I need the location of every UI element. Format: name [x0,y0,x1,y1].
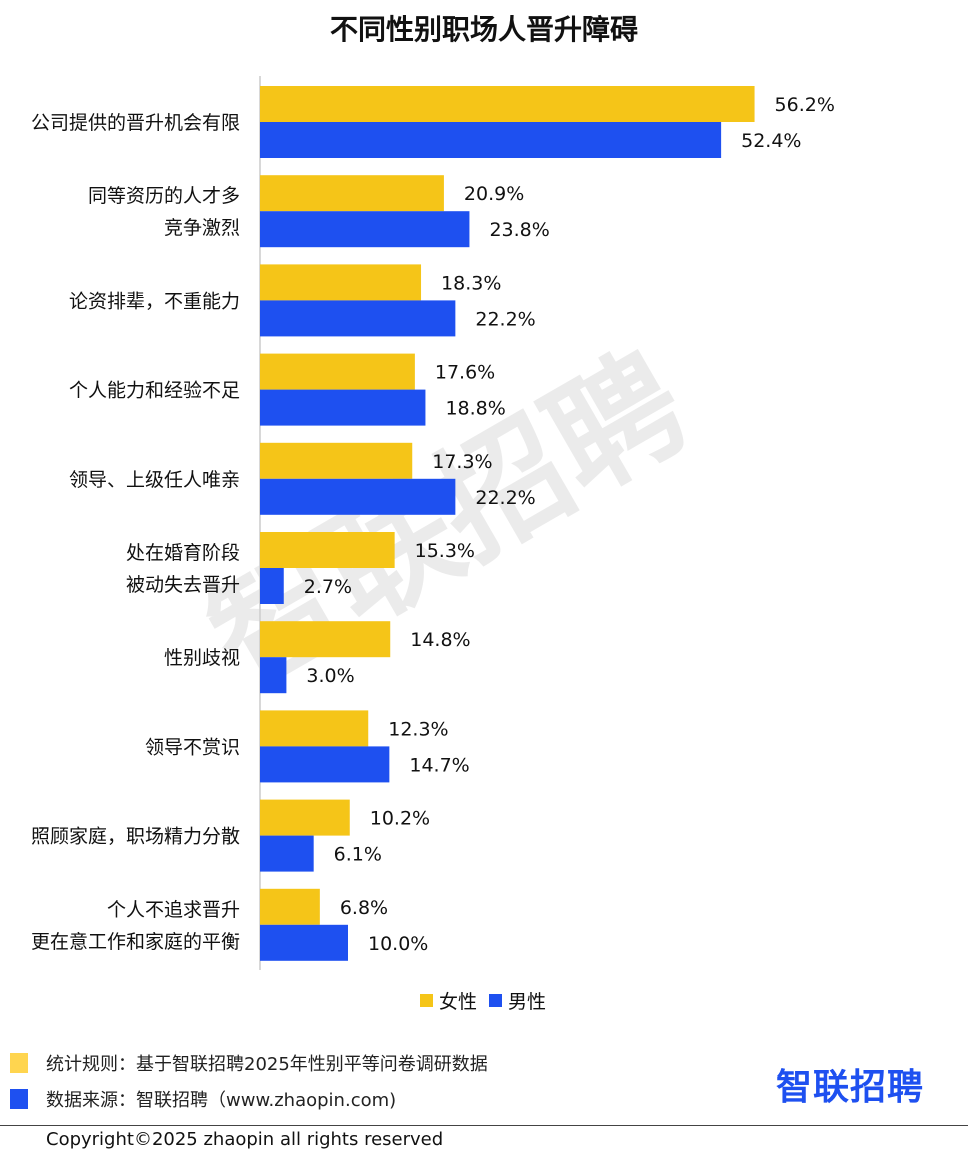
legend-label-female: 女性 [439,991,478,1013]
chart-title: 不同性别职场人晋升障碍 [329,13,638,46]
legend: 女性 男性 [420,987,558,1014]
category-label-line: 性别歧视 [164,647,240,669]
data-label-female: 17.6% [435,362,495,384]
category-label-line: 竞争激烈 [164,217,240,239]
category-label-line: 个人不追求晋升 [107,899,240,921]
bar-male [260,389,426,426]
category-label: 公司提供的晋升机会有限 [31,112,240,134]
copyright-text: Copyright©2025 zhaopin all rights reserv… [46,1129,444,1150]
bar-female [260,442,413,479]
bar-female [260,175,444,212]
legend-item-male: 男性 [489,987,546,1014]
category-label: 处在婚育阶段被动失去晋升 [126,542,240,596]
bar-male [260,568,284,604]
bar-female [260,888,320,925]
data-label-female: 56.2% [775,94,835,116]
footer-divider [0,1125,968,1126]
bar-male [260,835,314,872]
bar-female [260,710,369,747]
category-label-line: 公司提供的晋升机会有限 [31,112,240,134]
category-label: 性别歧视 [164,647,240,669]
category-label-line: 领导、上级任人唯亲 [69,469,240,491]
data-label-female: 12.3% [388,718,448,740]
category-label: 个人能力和经验不足 [69,380,240,402]
note-source: 数据来源：智联招聘（www.zhaopin.com) [10,1086,396,1112]
category-label: 照顾家庭，职场精力分散 [31,826,240,848]
category-label-line: 领导不赏识 [145,736,240,758]
bar-male [260,211,470,248]
bar-male [260,478,456,515]
note-source-text: 数据来源：智联招聘（www.zhaopin.com) [46,1090,397,1111]
bar-female [260,799,350,836]
bar-female [260,264,422,301]
bar-female [260,86,755,122]
legend-swatch-male [489,994,503,1007]
data-label-female: 17.3% [432,451,492,473]
legend-label-male: 男性 [508,991,547,1013]
category-label: 领导、上级任人唯亲 [69,469,240,491]
category-label: 个人不追求晋升更在意工作和家庭的平衡 [31,899,240,953]
data-label-male: 22.2% [475,487,535,509]
bar-female [260,532,395,568]
brand-logo: 智联招聘 [776,1067,925,1108]
data-label-female: 18.3% [441,272,501,294]
category-label: 论资排辈，不重能力 [69,290,240,312]
data-label-male: 22.2% [475,308,535,330]
category-label-line: 处在婚育阶段 [126,542,240,564]
category-label: 同等资历的人才多竞争激烈 [88,185,240,239]
bar-male [260,746,390,783]
data-label-male: 3.0% [306,665,354,687]
category-label-line: 同等资历的人才多 [88,185,240,207]
data-label-male: 23.8% [489,219,549,241]
category-label: 领导不赏识 [145,736,240,758]
note-source-swatch [10,1089,28,1109]
legend-item-female: 女性 [420,987,477,1014]
data-label-male: 52.4% [741,130,801,152]
bar-male [260,657,287,694]
data-label-male: 10.0% [368,933,428,955]
data-label-female: 15.3% [415,540,475,562]
data-label-male: 6.1% [334,844,382,866]
legend-swatch-female [420,994,433,1007]
data-label-female: 20.9% [464,183,524,205]
bar-male [260,924,348,961]
note-rule: 统计规则：基于智联招聘2025年性别平等问卷调研数据 [10,1050,488,1076]
data-label-female: 10.2% [370,808,430,830]
note-rule-text: 统计规则：基于智联招聘2025年性别平等问卷调研数据 [46,1054,488,1075]
category-label-line: 个人能力和经验不足 [69,380,240,402]
bar-male [260,300,456,337]
bar-male [260,122,722,158]
category-label-line: 论资排辈，不重能力 [69,290,240,312]
category-label-line: 照顾家庭，职场精力分散 [31,826,240,848]
category-label-line: 被动失去晋升 [126,574,240,596]
bar-female [260,353,415,390]
data-label-male: 18.8% [445,398,505,420]
data-label-male: 2.7% [304,576,352,598]
data-label-female: 14.8% [410,629,470,651]
note-rule-swatch [10,1053,28,1073]
data-label-female: 6.8% [340,897,388,919]
category-label-line: 更在意工作和家庭的平衡 [31,931,240,953]
data-label-male: 14.7% [409,754,469,776]
bar-female [260,621,391,658]
